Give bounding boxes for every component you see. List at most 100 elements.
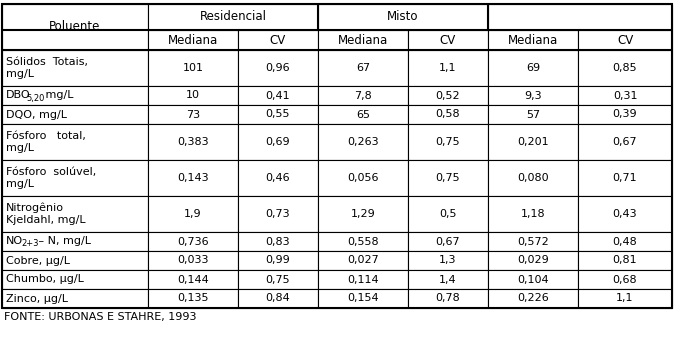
- Text: 0,080: 0,080: [517, 173, 549, 183]
- Text: Sólidos  Totais,
mg/L: Sólidos Totais, mg/L: [6, 57, 88, 79]
- Bar: [578, 105, 672, 124]
- Text: 0,39: 0,39: [613, 109, 637, 119]
- Text: CV: CV: [270, 34, 286, 46]
- Text: 67: 67: [356, 63, 370, 73]
- Text: 0,75: 0,75: [266, 274, 290, 285]
- Text: 0,154: 0,154: [347, 294, 379, 303]
- Text: 1,18: 1,18: [521, 209, 545, 219]
- Text: Fósforo  solúvel,
mg/L: Fósforo solúvel, mg/L: [6, 167, 96, 189]
- Text: 0,5: 0,5: [439, 209, 457, 219]
- Bar: [238, 50, 318, 86]
- Bar: [488, 251, 578, 270]
- Text: 0,67: 0,67: [436, 236, 460, 247]
- Text: 0,104: 0,104: [517, 274, 549, 285]
- Text: 57: 57: [526, 109, 540, 119]
- Text: 0,68: 0,68: [613, 274, 637, 285]
- Bar: [408, 289, 488, 308]
- Bar: [408, 160, 488, 196]
- Text: DQO, mg/L: DQO, mg/L: [6, 109, 67, 119]
- Bar: [578, 30, 672, 50]
- Text: 7,8: 7,8: [354, 90, 372, 101]
- Text: 0,41: 0,41: [266, 90, 290, 101]
- Text: 0,263: 0,263: [347, 137, 379, 147]
- Text: 0,83: 0,83: [266, 236, 290, 247]
- Text: 0,056: 0,056: [347, 173, 379, 183]
- Bar: [238, 289, 318, 308]
- Text: 0,736: 0,736: [177, 236, 209, 247]
- Text: FONTE: URBONAS E STAHRE, 1993: FONTE: URBONAS E STAHRE, 1993: [4, 312, 197, 322]
- Text: DBO: DBO: [6, 90, 31, 101]
- Text: 0,201: 0,201: [517, 137, 549, 147]
- Bar: [578, 124, 672, 160]
- Bar: [408, 251, 488, 270]
- Bar: [238, 196, 318, 232]
- Bar: [488, 232, 578, 251]
- Text: Misto: Misto: [387, 10, 419, 24]
- Text: 0,52: 0,52: [436, 90, 460, 101]
- Bar: [318, 105, 408, 124]
- Bar: [488, 270, 578, 289]
- Text: 0,69: 0,69: [266, 137, 290, 147]
- Text: 1,1: 1,1: [616, 294, 634, 303]
- Bar: [148, 86, 238, 105]
- Text: 0,135: 0,135: [177, 294, 209, 303]
- Bar: [148, 251, 238, 270]
- Bar: [578, 251, 672, 270]
- Text: Cobre, μg/L: Cobre, μg/L: [6, 256, 70, 265]
- Bar: [238, 251, 318, 270]
- Bar: [488, 30, 578, 50]
- Bar: [2, 124, 148, 160]
- Text: 1,29: 1,29: [351, 209, 376, 219]
- Text: 0,75: 0,75: [436, 137, 460, 147]
- Bar: [488, 105, 578, 124]
- Bar: [408, 232, 488, 251]
- Bar: [2, 86, 148, 105]
- Text: 0,033: 0,033: [177, 256, 209, 265]
- Text: 0,383: 0,383: [177, 137, 209, 147]
- Text: 0,46: 0,46: [266, 173, 290, 183]
- Text: 0,96: 0,96: [266, 63, 290, 73]
- Bar: [238, 270, 318, 289]
- Text: Residencial: Residencial: [199, 10, 266, 24]
- Text: 5,20: 5,20: [26, 93, 44, 102]
- Text: 0,55: 0,55: [266, 109, 290, 119]
- Bar: [488, 50, 578, 86]
- Text: Chumbo, μg/L: Chumbo, μg/L: [6, 274, 84, 285]
- Text: 1,9: 1,9: [184, 209, 202, 219]
- Bar: [488, 196, 578, 232]
- Text: 10: 10: [186, 90, 200, 101]
- Bar: [408, 196, 488, 232]
- Bar: [148, 270, 238, 289]
- Bar: [318, 196, 408, 232]
- Bar: [148, 30, 238, 50]
- Bar: [488, 124, 578, 160]
- Bar: [2, 105, 148, 124]
- Bar: [148, 105, 238, 124]
- Bar: [148, 50, 238, 86]
- Text: 73: 73: [186, 109, 200, 119]
- Bar: [148, 289, 238, 308]
- Text: 0,114: 0,114: [347, 274, 379, 285]
- Text: 1,3: 1,3: [439, 256, 457, 265]
- Bar: [578, 289, 672, 308]
- Text: 0,572: 0,572: [517, 236, 549, 247]
- Text: 0,81: 0,81: [613, 256, 637, 265]
- Bar: [238, 160, 318, 196]
- Text: Zinco, μg/L: Zinco, μg/L: [6, 294, 68, 303]
- Bar: [148, 196, 238, 232]
- Bar: [318, 4, 488, 30]
- Bar: [2, 196, 148, 232]
- Text: 1,4: 1,4: [439, 274, 457, 285]
- Bar: [408, 30, 488, 50]
- Bar: [2, 4, 148, 50]
- Bar: [318, 124, 408, 160]
- Bar: [2, 270, 148, 289]
- Bar: [318, 30, 408, 50]
- Text: 0,226: 0,226: [517, 294, 549, 303]
- Bar: [578, 50, 672, 86]
- Bar: [408, 105, 488, 124]
- Text: CV: CV: [440, 34, 456, 46]
- Text: mg/L: mg/L: [42, 90, 73, 101]
- Bar: [318, 160, 408, 196]
- Bar: [488, 289, 578, 308]
